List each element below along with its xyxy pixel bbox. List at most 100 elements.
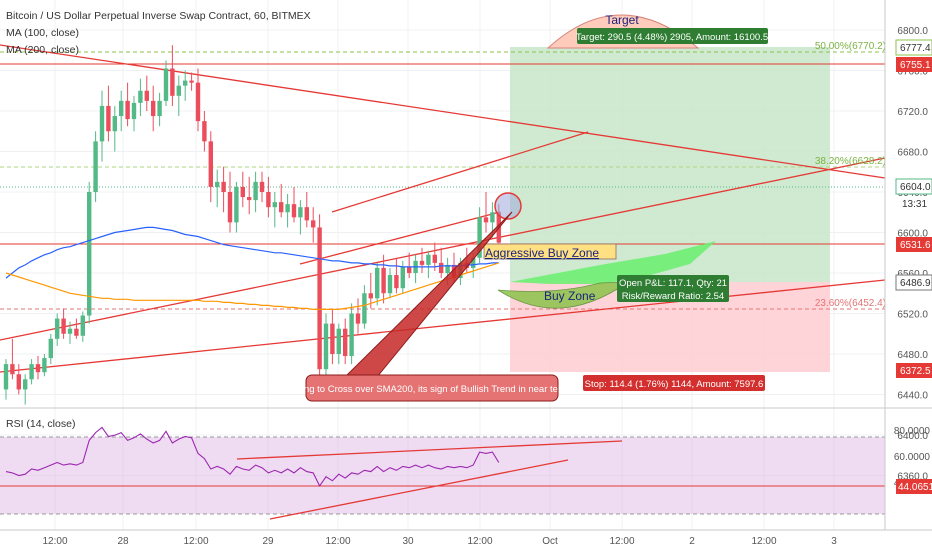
candle-body <box>483 217 489 223</box>
candle-body <box>48 338 53 359</box>
candle-body <box>138 90 143 103</box>
candle-body <box>400 266 405 289</box>
candle-body <box>23 379 28 390</box>
trend-lines <box>0 44 886 373</box>
candle-body <box>253 181 258 201</box>
rsi-trend-upper <box>236 440 623 460</box>
rsi-tick-label: 60.0000 <box>894 452 931 463</box>
candle-body <box>291 204 297 218</box>
tag-rsi-bg <box>896 479 932 494</box>
candle-body <box>407 266 412 273</box>
tag-entry-bg <box>895 274 932 291</box>
candle-body <box>323 323 329 370</box>
candle-body <box>163 68 169 101</box>
tag-h1: 6755.1 <box>900 60 931 71</box>
candle-body <box>221 181 226 192</box>
time-tick-label: 30 <box>402 536 414 547</box>
candle-body <box>490 212 495 223</box>
candle-body <box>144 90 149 101</box>
candle-body <box>477 217 482 258</box>
horizontal-levels <box>0 51 885 310</box>
candle-body <box>304 207 309 221</box>
tag-stop: 6372.5 <box>900 366 931 377</box>
candle-body <box>375 267 380 299</box>
time-tick-label: 12:00 <box>183 536 208 547</box>
pnl-box <box>617 275 729 302</box>
time-tick-label: 28 <box>117 536 129 547</box>
aggressive-buy-zone-box <box>483 243 617 260</box>
candle-body <box>355 313 361 324</box>
candle-body <box>234 186 239 223</box>
time-axis[interactable]: 12:00 28 12:00 29 12:00 30 12:00 Oct 12:00 2 12:00… <box>42 536 837 547</box>
candle-body <box>317 227 322 370</box>
price-tick-label: 6520.0 <box>897 310 928 321</box>
time-tick-label: 2 <box>689 536 695 547</box>
candle-body <box>368 293 373 299</box>
time-tick-label: Oct <box>542 536 558 547</box>
tag-stop-bg <box>896 363 932 378</box>
candle-body <box>151 100 156 117</box>
target-title: Target <box>605 13 639 27</box>
candle-body <box>266 192 271 208</box>
candle-body <box>183 80 188 86</box>
rsi-line <box>5 426 500 487</box>
rsi-legend: RSI (14, close) <box>6 418 75 430</box>
candle-body <box>55 318 60 339</box>
price-tick-label: 6680.0 <box>897 148 928 159</box>
ma100-line <box>5 226 499 279</box>
candle-body <box>67 328 73 334</box>
rsi-tick-label: 80.0000 <box>894 426 931 437</box>
candle-body <box>87 192 92 316</box>
candle-body <box>279 202 284 213</box>
rsi-trend-lower <box>269 459 569 520</box>
candle-body <box>189 80 194 83</box>
price-tick-label: 6720.0 <box>897 107 928 118</box>
candle-body <box>343 328 348 357</box>
chart-title: Bitcoin / US Dollar Perpetual Inverse Sw… <box>6 10 311 22</box>
candle-body <box>272 202 277 208</box>
tag-rsi: 44.0651 <box>898 482 932 493</box>
tag-entry: 6486.9 <box>900 278 931 289</box>
price-tick-label: 6480.0 <box>897 350 928 361</box>
candle-body <box>29 364 34 380</box>
target-info-text: Target: 290.5 (4.48%) 2905, Amount: 1610… <box>576 32 768 43</box>
note-text: SMA100 is trying to Cross over SMA200, i… <box>243 384 622 395</box>
candle-body <box>112 116 117 132</box>
legend: Bitcoin / US Dollar Perpetual Inverse Sw… <box>6 10 311 56</box>
tag-fib50-bg <box>895 39 932 56</box>
buy-zone-label: Buy Zone <box>544 289 596 303</box>
target-info-box <box>577 28 768 44</box>
rsi-band <box>0 437 885 514</box>
aggressive-buy-zone-shape <box>510 241 716 284</box>
time-tick-label: 12:00 <box>609 536 634 547</box>
candle-body <box>157 100 162 117</box>
fib-50-label: 50.00%(6770.2) <box>815 41 886 52</box>
aggressive-buy-zone-label: Aggressive Buy Zone <box>485 246 599 260</box>
note-box <box>305 374 559 402</box>
candle-body <box>259 181 265 192</box>
candle-body <box>125 100 130 120</box>
candle-body <box>381 267 386 294</box>
candle-body <box>387 275 393 294</box>
candle-body <box>445 264 450 273</box>
tag-countdown-bg <box>896 196 932 210</box>
candle-body <box>35 364 41 373</box>
candle-body <box>298 207 303 218</box>
price-tick-label: 6800.0 <box>897 26 928 37</box>
candle-body <box>176 85 181 96</box>
candle-body <box>432 254 437 263</box>
time-tick-label: 12:00 <box>467 536 492 547</box>
ma100-legend: MA (100, close) <box>6 27 79 39</box>
candle-body <box>419 260 425 265</box>
candle-body <box>10 364 15 375</box>
time-tick-label: 3 <box>831 536 837 547</box>
price-tags: 6777.4 6755.1 6604.0 13:31 6531.6 6486.9… <box>895 39 932 494</box>
candle-body <box>106 105 111 132</box>
tag-fib50: 6777.4 <box>900 43 931 54</box>
price-tick-label: 6440.0 <box>897 391 928 402</box>
price-tick-label: 6400.0 <box>897 431 928 442</box>
time-tick-label: 12:00 <box>42 536 67 547</box>
candle-body <box>240 186 245 198</box>
tag-h2-bg <box>896 237 932 252</box>
